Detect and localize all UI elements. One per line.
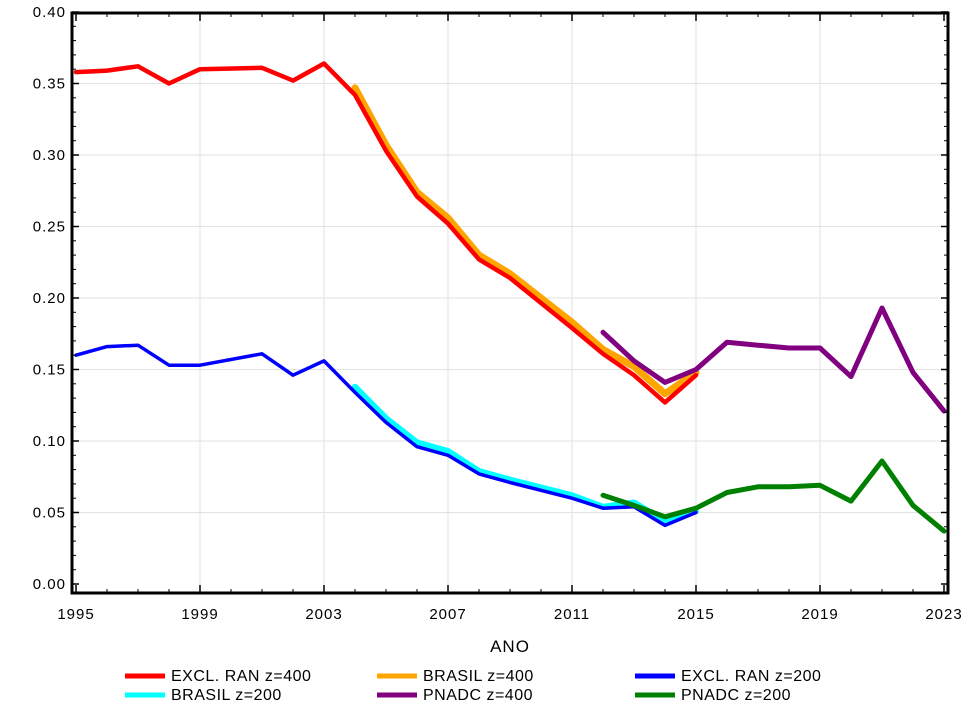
legend-label: EXCL. RAN z=400 [171,668,311,685]
legend: EXCL. RAN z=400 BRASIL z=400 EXCL. RAN z=2… [125,668,821,704]
legend-label: BRASIL z=200 [171,687,282,704]
x-tick-label: 1995 [57,606,94,623]
y-tick-label: 0.15 [33,362,66,379]
x-tick-label: 2015 [677,606,714,623]
legend-label: PNADC z=400 [423,687,533,704]
series-line-brasil-z-400 [351,84,700,398]
grid-lines [72,13,948,593]
y-tick-label: 0.40 [33,4,66,21]
series-line-pnadc-z-400 [600,305,947,414]
y-tick-label: 0.20 [33,290,66,307]
y-tick-label: 0.30 [33,147,66,164]
x-tick-label: 2007 [429,606,466,623]
x-tick-label: 2023 [925,606,962,623]
y-tick-label: 0.25 [33,219,66,236]
y-tick-label: 0.10 [33,433,66,450]
series-line-pnadc-z-200 [600,458,947,534]
y-tick-label: 0.00 [33,576,66,593]
series-line-brasil-z-200 [352,383,699,525]
series-lines [73,61,947,534]
legend-label: PNADC z=200 [681,687,791,704]
legend-label: BRASIL z=400 [423,668,534,685]
x-tick-label: 2011 [554,606,590,623]
series-line-excl-ran-z-400 [73,61,699,405]
plot-frame [70,11,950,595]
series-line-excl-ran-z-200 [74,343,698,528]
y-tick-label: 0.35 [33,76,66,93]
x-tick-label: 2003 [305,606,342,623]
legend-label: EXCL. RAN z=200 [681,668,821,685]
x-tick-labels: 1995 1999 2003 2007 2011 2015 2019 2023 [57,606,962,623]
x-tick-label: 1999 [181,606,218,623]
axis-ticks [72,11,948,593]
x-axis-title: ANO [490,637,530,656]
x-tick-label: 2019 [801,606,838,623]
y-tick-labels: 0.00 0.05 0.10 0.15 0.20 0.25 0.30 0.35 0.40 [33,4,66,593]
y-tick-label: 0.05 [33,505,66,522]
